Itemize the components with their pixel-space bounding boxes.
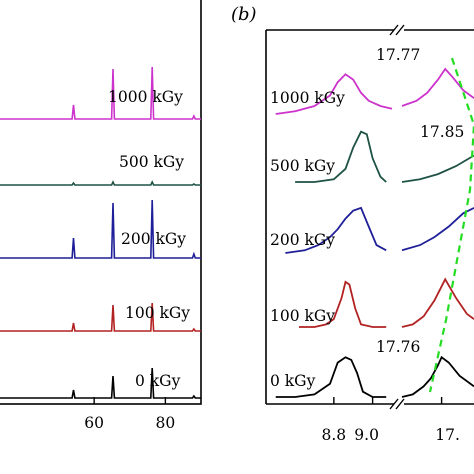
panel-b-x-tick-label: 9.0 <box>354 426 379 444</box>
panel-b-trace-left <box>285 206 387 254</box>
peak-shift-guide <box>428 57 474 393</box>
panel-b-trace-right <box>401 154 474 183</box>
panel-b-trace-right <box>401 67 474 107</box>
panel-a: 1000 kGy 500 kGy 200 kGy 100 kGy 0 kGy 60 80 <box>0 0 202 432</box>
panel-b-series-label: 0 kGy <box>270 372 316 390</box>
panel-b-series-label: 200 kGy <box>270 231 335 249</box>
panel-b-trace-left <box>275 73 393 115</box>
peak-position-annotation: 17.76 <box>376 338 420 356</box>
panel-b-series-label: 500 kGy <box>270 157 335 175</box>
panel-b-series-label: 100 kGy <box>270 307 335 325</box>
panel-a-series-label: 100 kGy <box>125 304 190 322</box>
panel-a-trace <box>0 66 201 120</box>
panel-b-trace-left <box>299 280 387 328</box>
peak-position-annotation: 17.77 <box>376 46 420 64</box>
axis-break-mark-top <box>389 24 405 36</box>
panel-b-trace-left <box>295 130 387 183</box>
panel-b-trace-right <box>401 207 474 252</box>
panel-b-x-tick-label: 17. <box>435 426 460 444</box>
axis-break-mark-bottom <box>389 398 405 410</box>
panel-a-trace <box>0 180 201 186</box>
panel-a-series-label: 0 kGy <box>135 372 181 390</box>
panel-a-trace <box>0 199 201 259</box>
peak-position-annotation: 17.85 <box>420 123 464 141</box>
panel-b-trace-left <box>275 356 387 398</box>
panel-b-trace-right <box>401 277 474 328</box>
panel-a-x-tick-label: 60 <box>84 414 104 432</box>
panel-b-trace-right <box>401 355 474 398</box>
panel-a-trace <box>0 302 201 332</box>
panel-b-x-tick-label: 8.8 <box>322 426 347 444</box>
annotation-background <box>417 123 467 141</box>
panel-a-series-label: 500 kGy <box>119 153 184 171</box>
annotation-background <box>373 338 423 356</box>
panel-a-frame <box>0 0 202 405</box>
panel-a-series-label: 200 kGy <box>121 230 186 248</box>
annotation-background <box>373 46 423 64</box>
panel-b-letter: (b) <box>231 4 257 25</box>
panel-a-x-tick-label: 80 <box>156 414 176 432</box>
panel-b-series-label: 1000 kGy <box>270 89 345 107</box>
panel-b: (b) 1000 kGy 500 kGy 200 kGy 100 kGy 0 kGy 8… <box>231 4 474 444</box>
panel-a-series-label: 1000 kGy <box>108 88 183 106</box>
panel-a-trace <box>0 367 201 399</box>
